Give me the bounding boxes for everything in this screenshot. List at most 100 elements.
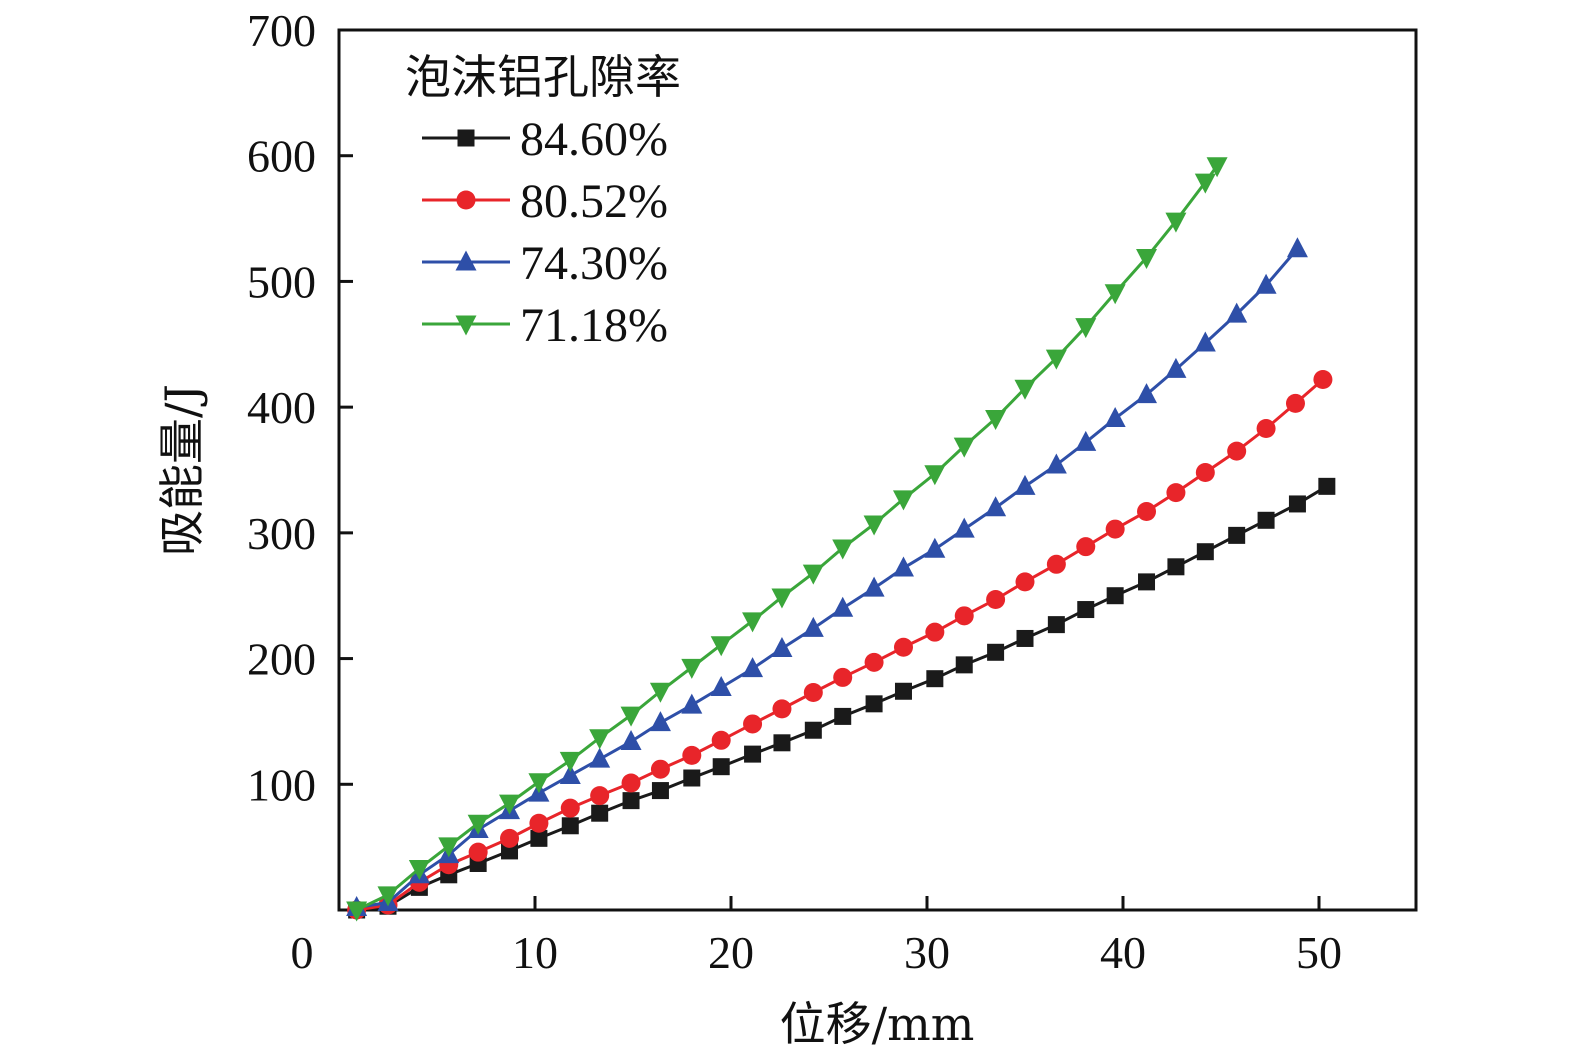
data-point [681, 658, 703, 679]
data-point [953, 517, 975, 538]
data-point [1136, 249, 1158, 270]
legend-marker [455, 250, 477, 271]
data-point [863, 576, 885, 597]
data-point [1166, 483, 1186, 503]
data-point [650, 759, 670, 779]
data-point [559, 751, 581, 772]
data-point [925, 622, 945, 642]
data-point [987, 643, 1005, 661]
data-point [1015, 572, 1035, 592]
data-point [467, 814, 489, 835]
x-tick-label: 30 [904, 927, 950, 978]
x-tick-label: 10 [512, 927, 558, 978]
data-point [926, 670, 944, 688]
data-point [802, 564, 824, 585]
y-tick-label: 200 [247, 634, 316, 685]
data-point [1046, 554, 1066, 574]
legend: 泡沫铝孔隙率 84.60% 80.52% 74.30% 71.18% [405, 50, 681, 352]
data-point [1075, 318, 1097, 339]
data-point [711, 730, 731, 750]
data-point [986, 589, 1006, 609]
data-point [863, 515, 885, 536]
legend-marker [457, 129, 475, 147]
data-point [710, 675, 732, 696]
data-point [1136, 383, 1158, 404]
data-point [1138, 573, 1156, 591]
data-point [985, 496, 1007, 517]
data-point [744, 745, 762, 763]
data-point [893, 637, 913, 657]
data-point [953, 437, 975, 458]
data-point [771, 588, 793, 609]
data-point [528, 773, 550, 794]
data-point [1014, 379, 1036, 400]
data-point [1194, 173, 1216, 194]
legend-item: 71.18% [422, 299, 668, 352]
data-point [559, 763, 581, 784]
data-point [985, 409, 1007, 430]
data-point [924, 537, 946, 558]
data-point [1318, 477, 1336, 495]
data-point [1075, 430, 1097, 451]
data-point [683, 769, 701, 787]
data-point [892, 490, 914, 511]
data-point [804, 721, 822, 739]
legend-item: 80.52% [422, 175, 668, 228]
y-tick-label: 100 [247, 759, 316, 810]
data-point [865, 695, 883, 713]
legend-label: 74.30% [520, 237, 668, 290]
data-point [622, 792, 640, 810]
data-point [834, 707, 852, 725]
data-point [1227, 441, 1247, 461]
data-point [833, 667, 853, 687]
data-point [1137, 501, 1157, 521]
data-point [621, 773, 641, 793]
data-point [955, 656, 973, 674]
data-point [589, 747, 611, 768]
data-point [1285, 393, 1305, 413]
data-point [620, 706, 642, 727]
data-point [1167, 558, 1185, 576]
series-line [356, 378, 1324, 912]
data-point [500, 828, 520, 848]
data-point [681, 693, 703, 714]
data-point [1286, 237, 1308, 258]
data-point [651, 782, 669, 800]
legend-label: 84.60% [520, 113, 668, 166]
data-point [743, 714, 763, 734]
data-point [742, 612, 764, 633]
data-point [773, 734, 791, 752]
data-point [894, 682, 912, 700]
data-point [438, 837, 460, 858]
legend-item: 84.60% [422, 113, 668, 166]
data-point [1206, 157, 1228, 178]
data-point [864, 652, 884, 672]
data-point [803, 683, 823, 703]
data-point [1014, 474, 1036, 495]
data-point [590, 786, 610, 806]
data-point [1077, 601, 1095, 619]
data-point [649, 682, 671, 703]
data-point [589, 729, 611, 750]
legend-label: 80.52% [520, 175, 668, 228]
x-tick-label: 0 [291, 927, 314, 978]
series-group [346, 157, 1336, 922]
y-axis-title: 吸能量/J [155, 384, 209, 556]
data-point [560, 798, 580, 818]
y-tick-label: 300 [247, 508, 316, 559]
legend-title: 泡沫铝孔隙率 [405, 50, 681, 104]
data-point [1106, 587, 1124, 605]
data-point [468, 842, 488, 862]
series-3 [346, 157, 1228, 922]
data-point [346, 901, 368, 922]
data-point [924, 465, 946, 486]
series-1 [347, 369, 1333, 920]
legend-label: 71.18% [520, 299, 668, 352]
data-point [682, 745, 702, 765]
y-tick-label: 700 [247, 5, 316, 56]
legend-item: 74.30% [422, 237, 668, 290]
x-tick-label: 40 [1100, 927, 1146, 978]
data-point [530, 829, 548, 847]
y-tick-label: 600 [247, 131, 316, 182]
